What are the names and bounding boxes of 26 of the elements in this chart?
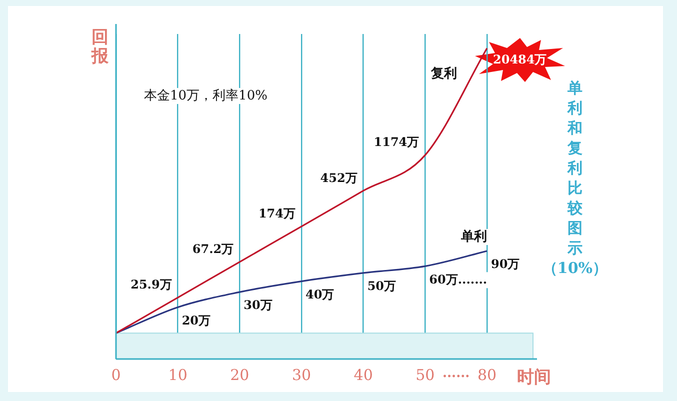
data-label: 50万 — [367, 279, 396, 294]
chart-title: 单利和复利比较图示（10%） — [542, 79, 608, 277]
x-tick-label: 10 — [168, 366, 188, 384]
annotation: 本金10万，利率10% — [144, 87, 268, 104]
x-tick-label: 50 — [416, 366, 435, 384]
series-label: 单利 — [460, 228, 487, 244]
data-label: 30万 — [244, 298, 272, 312]
x-tick-label: 80 — [477, 366, 497, 384]
data-label: 90万 — [491, 257, 520, 272]
data-label: 452万 — [320, 170, 358, 185]
data-label: 25.9万 — [130, 278, 172, 292]
x-axis-title: 时间 — [517, 367, 551, 388]
data-label: 20484万 — [493, 52, 547, 66]
data-label: 60万....... — [429, 272, 488, 286]
x-tick-label: 0 — [111, 366, 121, 384]
text: ······ — [442, 369, 470, 384]
x-tick-label: 40 — [354, 366, 373, 384]
data-label: 1174万 — [374, 135, 420, 150]
x-tick-label: 30 — [292, 366, 312, 384]
data-label: 40万 — [306, 287, 334, 302]
y-axis-title: 回报 — [90, 27, 110, 66]
x-tick-label: 20 — [230, 366, 250, 384]
series-label: 复利 — [430, 66, 457, 82]
data-label: 67.2万 — [192, 242, 234, 256]
data-label: 174万 — [258, 206, 296, 221]
data-label: 20万 — [182, 313, 211, 328]
